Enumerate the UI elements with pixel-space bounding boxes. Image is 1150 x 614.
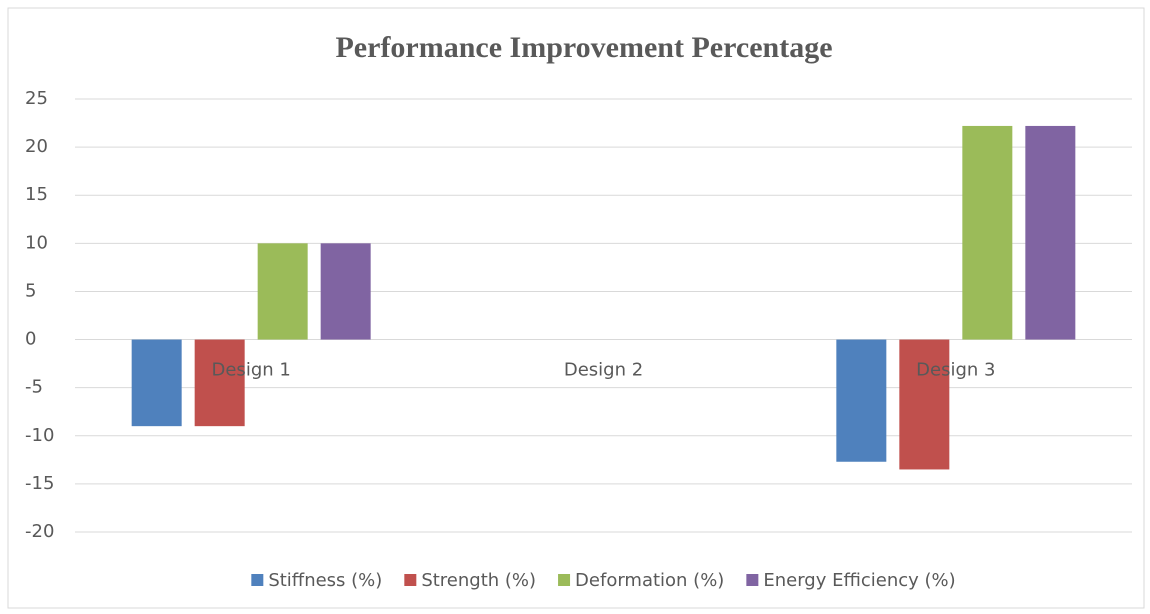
bar xyxy=(1025,125,1076,340)
bar xyxy=(194,339,245,427)
legend-label: Stiffness (%) xyxy=(268,570,382,591)
chart-title: Performance Improvement Percentage xyxy=(335,31,832,64)
y-tick-label: -10 xyxy=(25,425,54,446)
y-tick-label: -5 xyxy=(25,377,43,398)
y-tick-label: 10 xyxy=(25,232,48,253)
y-tick-label: 25 xyxy=(25,88,48,109)
legend-swatch xyxy=(404,574,417,586)
legend-label: Deformation (%) xyxy=(575,570,724,591)
y-tick-label: 20 xyxy=(25,136,48,157)
bar xyxy=(962,125,1013,340)
bar xyxy=(257,243,308,340)
x-tick-label: Design 1 xyxy=(212,360,291,381)
x-tick-label: Design 2 xyxy=(564,360,643,381)
x-tick-label: Design 3 xyxy=(916,360,995,381)
bar xyxy=(836,339,887,462)
legend-label: Strength (%) xyxy=(421,570,536,591)
bar xyxy=(320,243,371,340)
chart-border xyxy=(7,7,1145,609)
legend-label: Energy Efficiency (%) xyxy=(763,570,955,591)
legend-swatch xyxy=(251,574,264,586)
y-tick-label: -20 xyxy=(25,521,54,542)
y-tick-label: -15 xyxy=(25,473,54,494)
y-tick-label: 0 xyxy=(25,329,36,350)
y-tick-label: 15 xyxy=(25,184,48,205)
legend-swatch xyxy=(558,574,571,586)
legend-swatch xyxy=(746,574,759,586)
y-tick-label: 5 xyxy=(25,280,36,301)
bar xyxy=(131,339,182,427)
bar xyxy=(899,339,950,470)
